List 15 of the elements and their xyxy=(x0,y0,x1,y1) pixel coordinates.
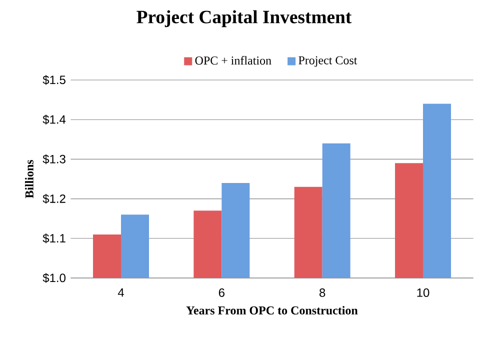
chart-title: Project Capital Investment xyxy=(136,10,352,28)
x-tick-label: 4 xyxy=(118,288,124,297)
y-tick-label: $1.1 xyxy=(42,234,66,244)
y-tick-label: $1.2 xyxy=(42,194,66,204)
y-tick-label: $1.0 xyxy=(42,273,66,283)
y-tick-label: $1.5 xyxy=(42,75,66,85)
x-tick-label: 6 xyxy=(218,288,224,297)
x-tick-label: 10 xyxy=(417,288,430,297)
y-axis-title: Billions xyxy=(25,160,34,198)
x-tick-label: 8 xyxy=(320,288,326,297)
x-axis-title: Years From OPC to Construction xyxy=(186,306,358,315)
y-tick-label: $1.4 xyxy=(42,114,66,124)
legend-label: Project Cost xyxy=(298,56,358,67)
legend-label: OPC + inflation xyxy=(195,56,272,65)
y-tick-label: $1.3 xyxy=(42,154,66,164)
